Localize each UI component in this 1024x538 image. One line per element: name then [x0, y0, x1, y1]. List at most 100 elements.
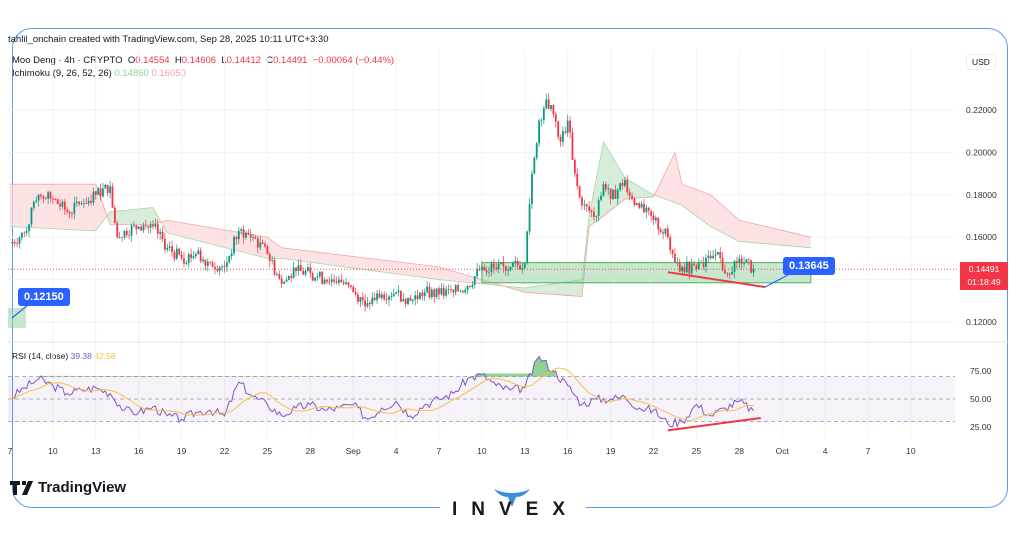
- ichimoku-cloud-segment: [464, 274, 468, 283]
- time-tick: 28: [306, 446, 316, 456]
- ichimoku-cloud-segment: [292, 249, 296, 261]
- symbol-label[interactable]: Moo Deng · 4h · CRYPTO: [12, 55, 123, 66]
- candle-body: [545, 99, 548, 109]
- candle-body: [576, 173, 579, 187]
- candle-body: [299, 265, 302, 271]
- ichimoku-cloud-segment: [556, 282, 561, 295]
- candle-body: [130, 225, 133, 236]
- callout-pointer-left: [11, 304, 29, 319]
- candle-body: [430, 289, 433, 298]
- ichimoku-cloud-segment: [181, 222, 186, 238]
- candle-body: [650, 210, 653, 216]
- ichimoku-cloud-segment: [10, 184, 14, 227]
- candle-body: [464, 289, 467, 293]
- ichimoku-cloud-segment: [195, 225, 200, 242]
- tradingview-wordmark: TradingView: [38, 479, 127, 496]
- ichimoku-cloud-segment: [178, 222, 182, 237]
- candle-body: [531, 173, 533, 205]
- last-price: 0.14491: [968, 264, 1000, 274]
- ichimoku-cloud-segment: [149, 207, 153, 225]
- candle-body: [225, 262, 228, 267]
- ichimoku-cloud-segment: [371, 258, 375, 271]
- candle-body: [633, 199, 636, 206]
- candle-body: [521, 268, 524, 270]
- rsi-ma-line: [9, 367, 754, 422]
- ichimoku-cloud-segment: [338, 254, 343, 267]
- candle-body: [195, 254, 197, 257]
- ichimoku-cloud-segment: [45, 184, 50, 229]
- candle-body: [614, 189, 617, 199]
- candle-body: [173, 252, 176, 259]
- candle-body: [106, 184, 109, 194]
- ichimoku-cloud-segment: [324, 253, 329, 265]
- candle-body: [399, 290, 402, 302]
- candle-body: [454, 285, 457, 293]
- ichimoku-value-2: 0.16050: [151, 68, 186, 79]
- candle-body: [681, 266, 683, 272]
- candle-body: [54, 199, 57, 200]
- candle-body: [719, 252, 722, 259]
- candle-body: [307, 267, 309, 271]
- candle-body: [488, 271, 490, 273]
- ichimoku-cloud-segment: [564, 281, 568, 296]
- candle-body: [218, 267, 221, 271]
- candle-body: [371, 297, 374, 305]
- candle-body: [721, 258, 724, 271]
- time-tick: 10: [48, 446, 58, 456]
- candle-body: [335, 281, 338, 283]
- ichimoku-cloud-segment: [692, 188, 697, 216]
- ichimoku-cloud-segment: [610, 153, 615, 211]
- candle-body: [471, 284, 474, 287]
- ichimoku-cloud-segment: [435, 266, 439, 280]
- candle-body: [97, 188, 100, 195]
- candle-body: [390, 296, 393, 298]
- candle-body: [705, 257, 707, 267]
- candle-body: [492, 263, 495, 268]
- time-tick: 16: [134, 446, 144, 456]
- ichimoku-cloud-segment: [807, 236, 811, 248]
- candle-body: [349, 285, 352, 287]
- price-tick: 0.12000: [966, 317, 997, 327]
- candle-body: [659, 229, 662, 233]
- ichimoku-cloud-segment: [131, 209, 136, 225]
- candle-body: [419, 292, 421, 300]
- candle-body: [221, 266, 224, 268]
- ichimoku-cloud-segment: [203, 226, 207, 243]
- candle-body: [102, 188, 104, 197]
- candle-body: [447, 289, 450, 290]
- price-callout-right[interactable]: 0.13645: [783, 257, 835, 275]
- ichimoku-cloud-segment: [142, 208, 146, 225]
- ichimoku-cloud-segment: [346, 255, 350, 268]
- candle-body: [640, 203, 643, 208]
- rsi-legend[interactable]: RSI (14, close) 39.38 42.58: [12, 351, 116, 361]
- ichimoku-cloud-segment: [120, 210, 125, 225]
- candle-body: [326, 279, 328, 282]
- ichimoku-cloud-segment: [735, 217, 740, 242]
- currency-button[interactable]: USD: [966, 54, 996, 70]
- ichimoku-legend[interactable]: Ichimoku (9, 26, 52, 26) 0.14860 0.16050: [12, 68, 186, 79]
- ichimoku-cloud-segment: [174, 221, 179, 236]
- candle-body: [82, 203, 85, 205]
- frame-gap: [440, 500, 586, 520]
- candle-body: [352, 286, 355, 293]
- close-value: 0.14491: [273, 55, 308, 66]
- candle-body: [180, 254, 183, 259]
- ichimoku-cloud-segment: [321, 252, 325, 265]
- candle-body: [423, 292, 426, 296]
- candle-body: [75, 201, 78, 203]
- candle-body: [314, 277, 316, 281]
- ichimoku-cloud-segment: [553, 283, 557, 295]
- candle-body: [666, 228, 669, 238]
- candle-body: [311, 273, 314, 281]
- ichimoku-cloud-segment: [760, 225, 765, 244]
- candle-body: [538, 120, 540, 144]
- candle-body: [199, 250, 202, 262]
- ichimoku-cloud-segment: [782, 230, 786, 246]
- candle-body: [411, 299, 414, 301]
- ichimoku-cloud-segment: [138, 208, 143, 225]
- ichimoku-cloud-segment: [88, 184, 93, 231]
- candle-body: [647, 207, 650, 211]
- price-callout-left[interactable]: 0.12150: [18, 288, 70, 306]
- candle-body: [664, 228, 667, 234]
